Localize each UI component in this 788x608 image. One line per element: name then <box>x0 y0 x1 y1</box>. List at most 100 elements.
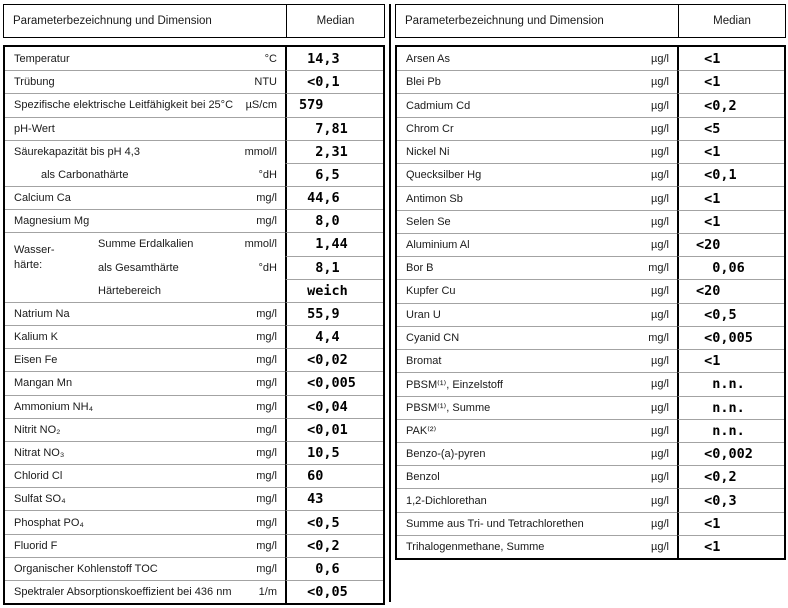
parameter-cell: Fluorid F mg/l <box>5 533 285 557</box>
table-row: Magnesium Mg mg/l 8,0 <box>5 209 383 233</box>
parameter-name: Eisen Fe <box>14 354 58 367</box>
table-row: Summe Erdalkalien mmol/l 1,44 <box>5 232 383 256</box>
median-value: <1 <box>696 515 721 532</box>
parameter-cell: Bor B mg/l <box>397 256 677 279</box>
water-hardness-group-label-line1: Wasser- <box>14 244 55 256</box>
median-cell: <5 <box>677 116 784 140</box>
table-row: Calcium Ca mg/l 44,6 <box>5 186 383 210</box>
parameter-cell: Chrom Cr µg/l <box>397 116 677 140</box>
table-row: Trihalogenmethane, Summe µg/l <1 <box>397 534 784 559</box>
median-cell: <0,01 <box>285 417 383 441</box>
water-hardness-group-label: Wasser- härte: <box>14 243 55 273</box>
median-value: 6,5 <box>299 166 340 183</box>
left-table-body: Wasser- härte: Temperatur °C 14,3 Trübun… <box>3 45 385 605</box>
parameter-unit: °C <box>264 52 277 65</box>
parameter-name: Ammonium NH₄ <box>14 400 94 413</box>
median-cell: <0,2 <box>677 93 784 117</box>
median-cell: <1 <box>677 349 784 373</box>
parameter-name: Nickel Ni <box>406 146 450 159</box>
parameter-cell: als Carbonathärte °dH <box>5 163 285 186</box>
parameter-cell: Benzol µg/l <box>397 465 677 488</box>
parameter-cell: PAK⁽²⁾ µg/l <box>397 418 677 442</box>
parameter-unit: mg/l <box>256 192 277 205</box>
median-value: <0,04 <box>299 398 348 415</box>
table-row: Säurekapazität bis pH 4,3 mmol/l 2,31 <box>5 139 383 163</box>
parameter-unit: mg/l <box>256 377 277 390</box>
median-cell: 8,0 <box>285 209 383 233</box>
table-row: Eisen Fe mg/l <0,02 <box>5 348 383 372</box>
median-value: <20 <box>696 283 721 300</box>
median-value: <0,1 <box>299 74 340 91</box>
median-value: <1 <box>696 539 721 556</box>
parameter-name: Antimon Sb <box>406 192 463 205</box>
parameter-unit: mg/l <box>256 516 277 529</box>
parameter-name: Magnesium Mg <box>14 215 90 228</box>
median-cell: <0,3 <box>677 488 784 512</box>
table-row: Arsen As µg/l <1 <box>397 47 784 71</box>
parameter-cell: Sulfat SO₄ mg/l <box>5 487 285 510</box>
parameter-unit: mg/l <box>256 493 277 506</box>
median-value: 8,1 <box>299 259 340 276</box>
median-cell: <0,2 <box>285 533 383 557</box>
median-value: n.n. <box>696 422 745 439</box>
parameter-cell: Natrium Na mg/l <box>5 301 285 325</box>
median-cell: <0,5 <box>285 510 383 534</box>
parameter-cell: Phosphat PO₄ mg/l <box>5 510 285 533</box>
median-value: 44,6 <box>299 190 340 207</box>
parameter-name: Nitrit NO₂ <box>14 423 61 436</box>
parameter-unit: µg/l <box>651 169 669 182</box>
median-cell: n.n. <box>677 418 784 442</box>
parameter-name: als Gesamthärte <box>98 261 179 274</box>
table-row: Trübung NTU <0,1 <box>5 70 383 94</box>
parameter-unit: µg/l <box>651 192 669 205</box>
median-cell: <0,04 <box>285 394 383 418</box>
median-cell: <1 <box>677 47 784 71</box>
parameter-unit: µg/l <box>651 471 669 484</box>
water-hardness-group-label-line2: härte: <box>14 259 43 271</box>
median-cell: 44,6 <box>285 186 383 210</box>
parameter-name: Kupfer Cu <box>406 285 456 298</box>
median-value: <0,01 <box>299 421 348 438</box>
parameter-unit: µg/l <box>651 146 669 159</box>
parameter-cell: PBSM⁽¹⁾, Einzelstoff µg/l <box>397 372 677 395</box>
median-cell: <0,2 <box>677 465 784 489</box>
median-value: <0,5 <box>696 306 737 323</box>
parameter-name: Temperatur <box>14 52 70 65</box>
median-value: <1 <box>696 213 721 230</box>
median-value: <1 <box>696 144 721 161</box>
median-cell: <0,1 <box>677 163 784 187</box>
parameter-unit: mg/l <box>648 331 669 344</box>
median-value: 8,0 <box>299 213 340 230</box>
parameter-cell: pH-Wert <box>5 116 285 140</box>
median-value: 0,06 <box>696 260 745 277</box>
median-value: <0,002 <box>696 446 753 463</box>
parameter-name: Spektraler Absorptionskoeffizient bei 43… <box>14 586 232 599</box>
median-cell: <0,002 <box>677 441 784 466</box>
parameter-name: Kalium K <box>14 331 59 344</box>
table-row: Nitrit NO₂ mg/l <0,01 <box>5 417 383 441</box>
median-cell: 579 <box>285 93 383 117</box>
parameter-cell: Uran U µg/l <box>397 302 677 326</box>
median-cell: 43 <box>285 487 383 511</box>
table-row: Ammonium NH₄ mg/l <0,04 <box>5 394 383 418</box>
parameter-unit: mg/l <box>256 447 277 459</box>
column-separator-line <box>389 4 391 602</box>
median-cell: 55,9 <box>285 301 383 326</box>
median-cell: n.n. <box>677 372 784 396</box>
median-cell: 6,5 <box>285 162 383 187</box>
parameter-name: pH-Wert <box>14 122 55 135</box>
table-row: Uran U µg/l <0,5 <box>397 302 784 326</box>
parameter-name: Calcium Ca <box>14 192 71 205</box>
median-value: <1 <box>696 353 721 370</box>
parameter-name: PBSM⁽¹⁾, Einzelstoff <box>406 378 503 391</box>
median-value: <0,3 <box>696 492 737 509</box>
parameter-unit: µg/l <box>651 99 669 112</box>
median-value: weich <box>299 282 348 299</box>
table-row: als Carbonathärte °dH 6,5 <box>5 162 383 187</box>
parameter-unit: mg/l <box>256 400 277 413</box>
left-table-header: Parameterbezeichnung und Dimension Media… <box>3 4 385 38</box>
parameter-unit: µg/l <box>651 355 669 368</box>
parameter-cell: als Gesamthärte °dH <box>5 256 285 279</box>
table-row: PBSM⁽¹⁾, Summe µg/l n.n. <box>397 395 784 419</box>
